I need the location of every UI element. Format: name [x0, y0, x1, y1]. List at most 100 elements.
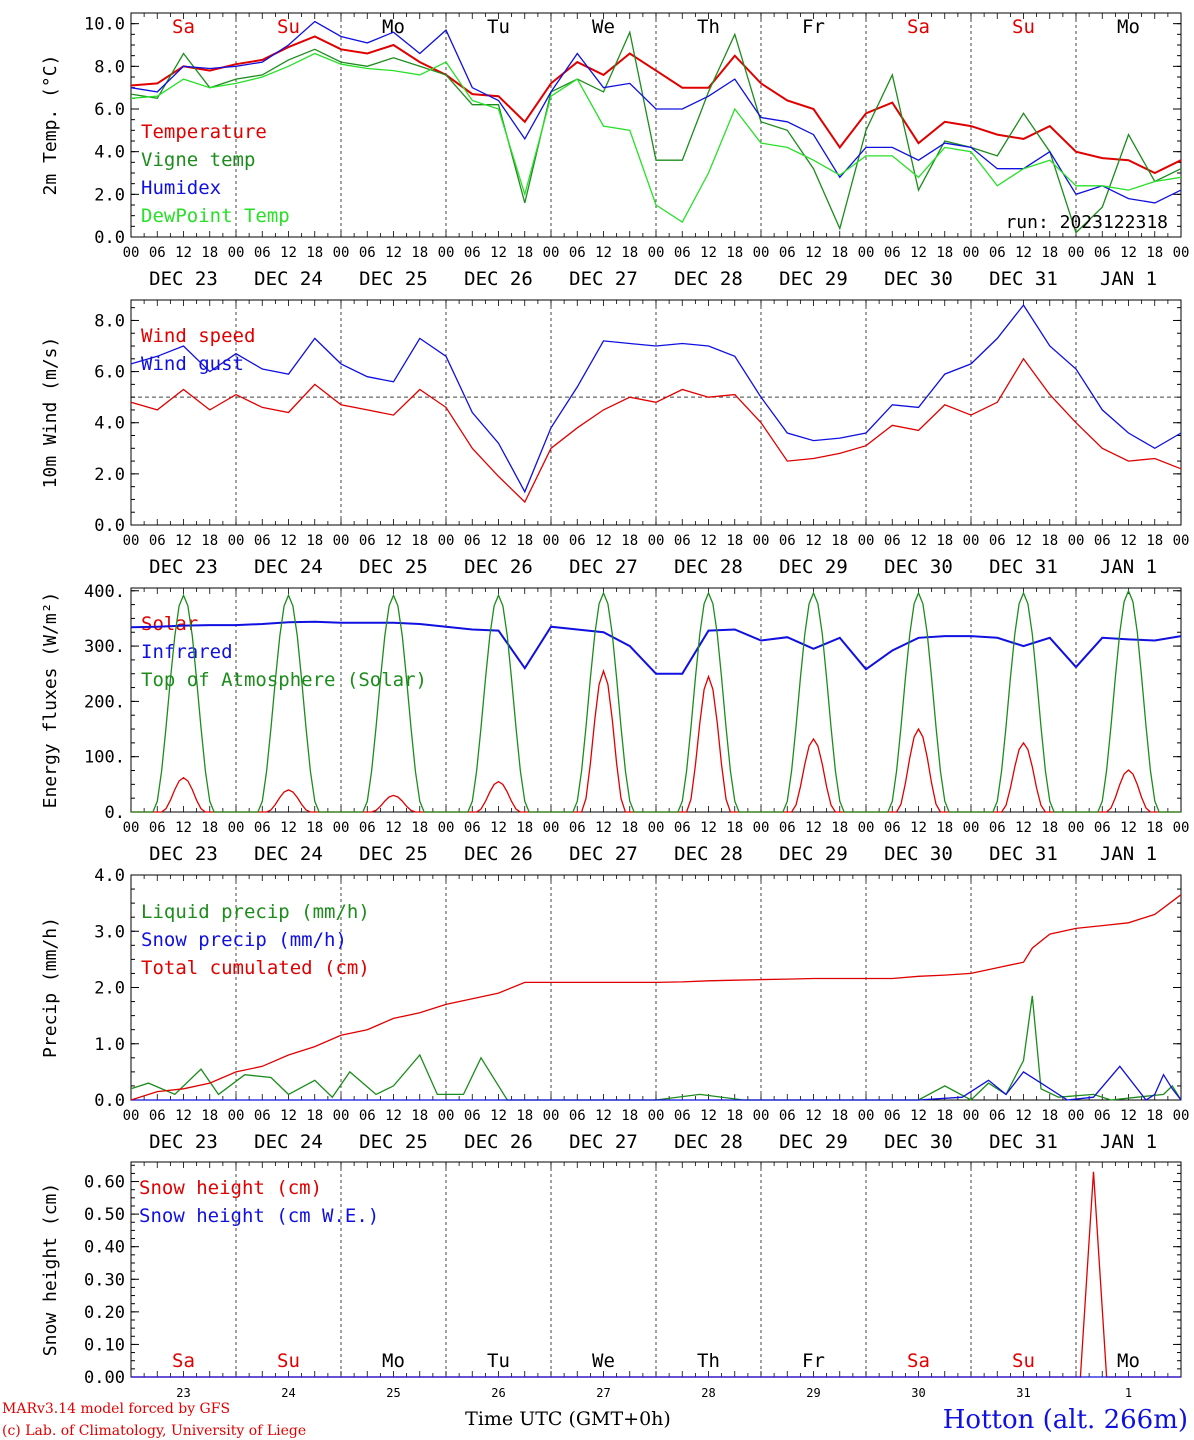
y-tick-label: 0.0	[94, 516, 125, 536]
date-label: JAN 1	[1100, 843, 1157, 865]
hour-tick-label: 06	[1094, 533, 1111, 549]
y-tick-label: 0.0	[94, 1091, 125, 1111]
hour-tick-label: 00	[1068, 1108, 1085, 1124]
y-tick-label: 2.0	[94, 465, 125, 485]
hour-tick-label: 00	[1068, 533, 1085, 549]
weekday-label: Mo	[1117, 16, 1140, 38]
y-tick-label: 0.00	[84, 1368, 125, 1388]
run-label: run: 2023122318	[1005, 212, 1168, 233]
hour-tick-label: 18	[516, 820, 533, 836]
weekday-label: Mo	[382, 1350, 405, 1372]
y-axis-title: Precip (mm/h)	[40, 917, 61, 1058]
hour-tick-label: 12	[385, 820, 402, 836]
weekday-label: Tu	[487, 1350, 510, 1372]
hour-tick-label: 18	[1146, 820, 1163, 836]
hour-tick-label: 12	[385, 1108, 402, 1124]
weekday-label: We	[592, 16, 615, 38]
date-label: DEC 27	[569, 1131, 638, 1153]
date-label: DEC 27	[569, 268, 638, 290]
date-label: DEC 23	[149, 843, 218, 865]
hour-tick-label: 06	[779, 820, 796, 836]
hour-tick-label: 00	[648, 820, 665, 836]
hour-tick-label: 12	[805, 245, 822, 261]
series-line-snow-precip-mm-h-	[131, 1065, 1182, 1101]
day-number: 25	[386, 1386, 400, 1400]
hour-tick-label: 18	[516, 1108, 533, 1124]
hour-tick-label: 06	[254, 245, 271, 261]
date-label: DEC 29	[779, 556, 848, 578]
hour-tick-label: 00	[858, 533, 875, 549]
hour-tick-label: 06	[1094, 820, 1111, 836]
date-label: DEC 26	[464, 556, 533, 578]
hour-tick-label: 06	[359, 1108, 376, 1124]
hour-tick-label: 12	[910, 245, 927, 261]
date-label: DEC 24	[254, 556, 323, 578]
y-tick-label: 0.40	[84, 1238, 125, 1258]
panel-5: 0.00 0.10 0.20 0.30 0.40 0.50 0.60 Snow height …	[40, 1161, 1182, 1400]
hour-tick-label: 06	[464, 533, 481, 549]
weekday-label: Th	[697, 1350, 720, 1372]
weekday-label: Su	[1012, 16, 1035, 38]
hour-tick-label: 06	[989, 820, 1006, 836]
legend-entry: Vigne temp	[141, 149, 255, 171]
hour-tick-label: 18	[201, 820, 218, 836]
legend-entry: Snow precip (mm/h)	[141, 929, 347, 951]
hour-tick-label: 12	[910, 1108, 927, 1124]
day-number: 30	[911, 1386, 925, 1400]
hour-tick-label: 06	[1094, 245, 1111, 261]
hour-tick-label: 06	[674, 820, 691, 836]
hour-tick-label: 00	[648, 533, 665, 549]
y-tick-label: 4.0	[94, 866, 125, 886]
x-axis-title: Time UTC (GMT+0h)	[465, 1408, 671, 1430]
hour-tick-label: 12	[280, 533, 297, 549]
date-label: DEC 26	[464, 1131, 533, 1153]
hour-tick-label: 06	[779, 245, 796, 261]
hour-tick-label: 12	[1120, 533, 1137, 549]
day-number: 31	[1016, 1386, 1030, 1400]
y-tick-label: 0.10	[84, 1335, 125, 1355]
hour-tick-label: 06	[464, 245, 481, 261]
hour-tick-label: 12	[490, 533, 507, 549]
hour-tick-label: 00	[858, 820, 875, 836]
hour-tick-label: 12	[280, 245, 297, 261]
date-label: JAN 1	[1100, 268, 1157, 290]
hour-tick-label: 06	[674, 245, 691, 261]
date-label: DEC 25	[359, 1131, 428, 1153]
legend-entry: Humidex	[141, 177, 221, 199]
series-line-dewpoint-temp	[130, 52, 1182, 224]
legend-entry: Temperature	[141, 121, 267, 143]
day-number: 29	[806, 1386, 820, 1400]
y-tick-label: 2.0	[94, 185, 125, 205]
hour-tick-label: 00	[963, 533, 980, 549]
y-tick-label: 6.0	[94, 363, 125, 383]
date-label: DEC 25	[359, 843, 428, 865]
hour-tick-label: 18	[726, 533, 743, 549]
legend-entry: Snow height (cm)	[139, 1177, 322, 1199]
hour-tick-label: 06	[359, 820, 376, 836]
hour-tick-label: 00	[123, 1108, 140, 1124]
y-tick-label: 0.0	[94, 228, 125, 248]
day-number: 26	[491, 1386, 505, 1400]
legend-entry: DewPoint Temp	[141, 205, 290, 227]
hour-tick-label: 18	[411, 245, 428, 261]
hour-tick-label: 00	[438, 245, 455, 261]
date-label: DEC 25	[359, 268, 428, 290]
hour-tick-label: 12	[490, 820, 507, 836]
hour-tick-label: 06	[674, 1108, 691, 1124]
hour-tick-label: 00	[963, 820, 980, 836]
series-line-humidex	[130, 20, 1182, 204]
hour-tick-label: 12	[700, 245, 717, 261]
hour-tick-label: 00	[543, 820, 560, 836]
weekday-label: Su	[277, 1350, 300, 1372]
hour-tick-label: 00	[123, 533, 140, 549]
y-tick-label: 10.0	[84, 15, 125, 35]
series-line-wind-speed	[130, 357, 1182, 504]
hour-tick-label: 06	[569, 533, 586, 549]
date-label: JAN 1	[1100, 556, 1157, 578]
hour-tick-label: 00	[333, 1108, 350, 1124]
date-label: DEC 28	[674, 268, 743, 290]
series-line-total-cumulated-cm-	[130, 894, 1182, 1101]
series-line-snow-height-cm-	[131, 1171, 1181, 1378]
hour-tick-label: 12	[175, 533, 192, 549]
